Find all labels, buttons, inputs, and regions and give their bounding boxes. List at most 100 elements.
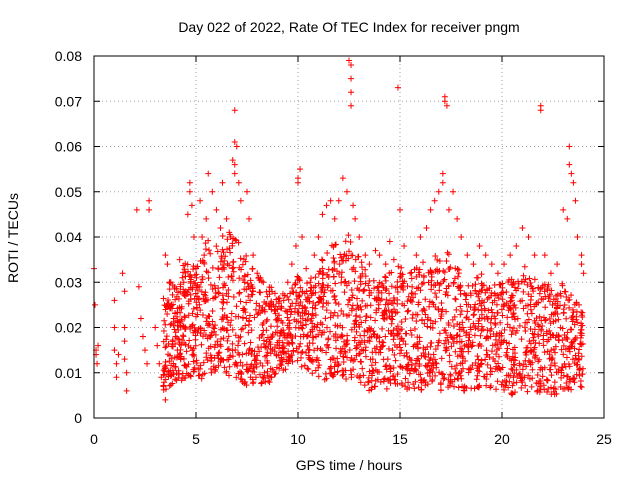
data-point — [402, 383, 409, 390]
data-point — [213, 206, 220, 213]
data-point — [413, 252, 420, 259]
data-point — [554, 261, 561, 268]
y-tick-label: 0.05 — [55, 184, 82, 200]
data-point — [536, 383, 543, 390]
data-point — [397, 344, 404, 351]
data-point — [316, 327, 323, 334]
data-point — [339, 372, 346, 379]
y-tick-label: 0.06 — [55, 139, 82, 155]
data-point — [514, 315, 521, 322]
data-point — [432, 346, 439, 353]
data-point — [219, 262, 226, 269]
data-point — [313, 324, 320, 331]
data-point — [329, 267, 336, 274]
data-point — [452, 296, 459, 303]
data-point — [576, 346, 583, 353]
data-point — [561, 302, 568, 309]
data-point — [566, 143, 573, 150]
data-point — [568, 292, 575, 299]
data-point — [488, 261, 495, 268]
data-point — [354, 302, 361, 309]
data-point — [232, 236, 239, 243]
data-point — [187, 373, 194, 380]
data-point — [311, 252, 318, 259]
data-point — [339, 175, 346, 182]
data-point — [309, 370, 316, 377]
data-point — [431, 356, 438, 363]
data-point — [346, 346, 353, 353]
data-point — [220, 296, 227, 303]
data-point — [510, 361, 517, 368]
data-point — [419, 317, 425, 324]
data-point — [463, 292, 470, 299]
data-point — [359, 270, 366, 277]
data-point — [342, 349, 349, 356]
chart-title: Day 022 of 2022, Rate Of TEC Index for r… — [178, 19, 519, 35]
data-point — [506, 355, 513, 362]
data-point — [362, 347, 369, 354]
data-point — [394, 323, 401, 330]
data-point — [573, 371, 580, 378]
data-point — [550, 318, 557, 325]
data-point — [394, 371, 401, 378]
data-point — [390, 256, 397, 263]
data-point — [219, 233, 226, 240]
data-point — [572, 352, 579, 359]
data-point — [146, 206, 153, 213]
data-point — [314, 345, 321, 352]
data-point — [513, 379, 520, 386]
data-point — [175, 295, 182, 302]
data-point — [488, 306, 495, 313]
data-point — [272, 370, 279, 377]
data-point — [426, 303, 433, 310]
data-point — [92, 301, 99, 308]
data-point — [557, 293, 564, 300]
data-point — [388, 315, 395, 322]
data-point — [452, 348, 459, 355]
data-point — [208, 365, 215, 372]
data-point — [255, 275, 262, 282]
data-point — [222, 253, 229, 260]
data-point — [354, 285, 361, 292]
data-point — [487, 319, 494, 326]
data-point — [487, 333, 494, 340]
data-point — [450, 280, 457, 287]
data-point — [360, 288, 367, 295]
data-point — [241, 286, 248, 293]
data-point — [438, 370, 445, 377]
data-point — [481, 373, 488, 380]
data-point — [457, 303, 464, 310]
data-point — [176, 341, 183, 348]
data-point — [559, 325, 566, 332]
data-point — [237, 298, 244, 305]
data-point — [522, 327, 529, 334]
data-point — [484, 327, 491, 334]
data-point — [369, 356, 376, 363]
data-point — [121, 288, 128, 295]
data-point — [274, 323, 281, 330]
data-point — [376, 369, 383, 376]
data-point — [274, 306, 281, 313]
data-point — [487, 364, 494, 371]
data-point — [566, 304, 573, 311]
data-point — [204, 357, 211, 364]
data-point — [475, 356, 482, 363]
data-point — [370, 277, 377, 284]
data-point — [470, 261, 477, 268]
data-point — [392, 357, 399, 364]
data-point — [238, 266, 245, 273]
data-point — [261, 369, 268, 376]
data-point — [503, 288, 510, 295]
data-point — [399, 278, 406, 285]
data-point — [403, 350, 410, 357]
data-point — [500, 289, 507, 296]
data-point — [259, 321, 266, 328]
data-point — [553, 305, 560, 312]
data-point — [327, 365, 334, 372]
data-point — [201, 370, 208, 377]
data-point — [305, 295, 312, 302]
data-point — [353, 306, 360, 313]
data-point — [242, 309, 249, 316]
data-point — [452, 295, 459, 302]
data-point — [183, 348, 190, 355]
